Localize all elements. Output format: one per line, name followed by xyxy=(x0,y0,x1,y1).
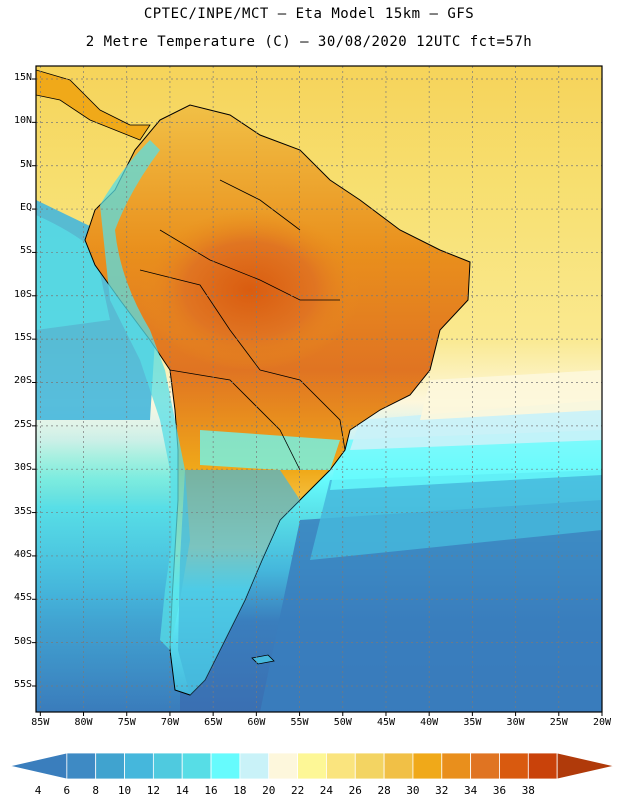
colorbar-label: 8 xyxy=(92,784,99,797)
colorbar-label: 34 xyxy=(464,784,478,797)
lon-label: 30W xyxy=(506,717,525,728)
colorbar-label: 36 xyxy=(492,784,507,797)
lat-label: 15S xyxy=(13,332,32,344)
colorbar-label: 4 xyxy=(34,784,42,797)
colorbar-label: 18 xyxy=(233,784,247,797)
map-border xyxy=(35,65,603,713)
lat-label: 20S xyxy=(13,375,32,387)
colorbar-swatch xyxy=(268,752,298,780)
colorbar-swatch xyxy=(9,752,68,780)
lat-label: 5N xyxy=(19,158,32,170)
graticule-grid xyxy=(36,66,602,712)
lon-label: 80W xyxy=(74,717,93,728)
colorbar-swatch xyxy=(499,752,529,780)
axis-ticks xyxy=(32,78,603,716)
colorbar-label: 6 xyxy=(63,784,71,797)
colorbar-swatch xyxy=(239,752,270,780)
lat-label: 10N xyxy=(13,115,32,127)
map-title: CPTEC/INPE/MCT – Eta Model 15km – GFS xyxy=(143,6,475,22)
lon-label: 55W xyxy=(290,717,309,728)
lat-label: 55S xyxy=(13,678,32,690)
lon-label: 25W xyxy=(549,717,568,728)
colorbar-swatch xyxy=(210,752,241,780)
colorbar-label: 10 xyxy=(117,784,132,797)
map-field xyxy=(36,66,602,712)
lat-label: 40S xyxy=(13,548,32,560)
colorbar-label: 24 xyxy=(319,784,334,797)
lon-label: 35W xyxy=(463,717,482,728)
lat-label: EQ xyxy=(19,202,32,214)
lon-label: 60W xyxy=(247,717,266,728)
lat-label: 25S xyxy=(13,418,32,430)
colorbar-swatch xyxy=(326,752,356,780)
lon-label: 50W xyxy=(333,717,352,728)
lon-label: 20W xyxy=(592,717,612,728)
map-subtitle: 2 Metre Temperature (C) – 30/08/2020 12U… xyxy=(85,34,533,50)
colorbar-swatch xyxy=(470,752,500,780)
lat-label: 50S xyxy=(13,635,32,647)
lat-label: 45S xyxy=(13,592,32,604)
colorbar-swatch xyxy=(383,752,414,780)
colorbar-swatch xyxy=(181,752,212,780)
lat-label: 30S xyxy=(13,462,32,474)
colorbar-swatch xyxy=(412,752,443,780)
lat-label: 10S xyxy=(13,288,32,300)
colorbar-swatch xyxy=(66,752,97,780)
lon-label: 65W xyxy=(204,717,223,728)
colorbar-swatch xyxy=(124,752,154,780)
lon-label: 85W xyxy=(31,717,50,728)
colorbar-label: 32 xyxy=(435,784,449,797)
colorbar-label: 22 xyxy=(290,784,305,797)
lon-label: 45W xyxy=(376,717,395,728)
colorbar-swatch xyxy=(556,752,615,780)
colorbar-label: 16 xyxy=(204,784,218,797)
lon-label: 70W xyxy=(160,717,179,728)
colorbar-swatch xyxy=(527,752,558,780)
colorbar xyxy=(9,752,615,780)
colorbar-label: 26 xyxy=(348,784,362,797)
colorbar-swatch xyxy=(441,752,472,780)
colorbar-label: 20 xyxy=(262,784,276,797)
lon-label: 40W xyxy=(420,717,439,728)
lat-label: 35S xyxy=(13,505,32,517)
colorbar-label: 30 xyxy=(406,784,420,797)
colorbar-label: 14 xyxy=(175,784,189,797)
lon-label: 75W xyxy=(117,717,136,728)
colorbar-label: 38 xyxy=(521,784,535,797)
lat-label: 15N xyxy=(13,72,32,83)
colorbar-swatch xyxy=(354,752,385,780)
lat-label: 5S xyxy=(19,245,32,257)
colorbar-swatch xyxy=(95,752,125,780)
colorbar-swatch xyxy=(152,752,183,780)
colorbar-swatch xyxy=(297,752,327,780)
colorbar-label: 12 xyxy=(146,784,160,797)
colorbar-label: 28 xyxy=(377,784,391,797)
